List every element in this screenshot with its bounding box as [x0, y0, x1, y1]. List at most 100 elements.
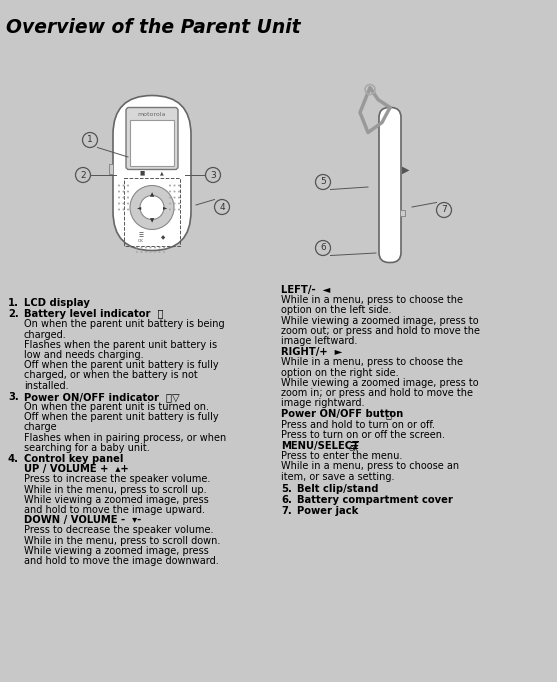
Circle shape: [315, 241, 330, 256]
Circle shape: [149, 251, 152, 253]
Circle shape: [136, 251, 138, 253]
Text: On when the parent unit is turned on.: On when the parent unit is turned on.: [24, 402, 209, 412]
Text: Press to increase the speaker volume.: Press to increase the speaker volume.: [24, 475, 211, 484]
Circle shape: [123, 209, 125, 211]
Circle shape: [140, 246, 143, 248]
Text: 4.: 4.: [8, 454, 19, 464]
Circle shape: [76, 168, 90, 183]
Circle shape: [173, 190, 175, 192]
Text: ▶: ▶: [402, 165, 409, 175]
Text: installed.: installed.: [24, 381, 69, 391]
Circle shape: [127, 196, 129, 198]
Text: 5.: 5.: [281, 484, 292, 494]
Text: option on the left side.: option on the left side.: [281, 306, 392, 315]
Text: Power ON/OFF button: Power ON/OFF button: [281, 409, 403, 419]
Circle shape: [82, 132, 97, 147]
Ellipse shape: [130, 186, 174, 230]
Text: LCD display: LCD display: [24, 298, 90, 308]
Text: While in a menu, press to choose an: While in a menu, press to choose an: [281, 462, 459, 471]
Text: 6: 6: [320, 243, 326, 252]
Text: charged, or when the battery is not: charged, or when the battery is not: [24, 370, 198, 381]
Text: 3: 3: [210, 170, 216, 179]
Text: ☰: ☰: [139, 233, 144, 238]
Circle shape: [118, 196, 120, 198]
Text: Off when the parent unit battery is fully: Off when the parent unit battery is full…: [24, 360, 219, 370]
Circle shape: [173, 185, 175, 186]
Circle shape: [178, 185, 180, 186]
Text: zoom in; or press and hold to move the: zoom in; or press and hold to move the: [281, 388, 473, 398]
Text: While viewing a zoomed image, press to: While viewing a zoomed image, press to: [281, 378, 478, 388]
Circle shape: [315, 175, 330, 190]
Circle shape: [140, 196, 164, 220]
Circle shape: [159, 251, 160, 253]
Text: While in the menu, press to scroll down.: While in the menu, press to scroll down.: [24, 535, 221, 546]
Circle shape: [178, 209, 180, 211]
Circle shape: [118, 190, 120, 192]
Text: Overview of the Parent Unit: Overview of the Parent Unit: [6, 18, 301, 37]
Circle shape: [127, 209, 129, 211]
Text: Off when the parent unit battery is fully: Off when the parent unit battery is full…: [24, 412, 219, 422]
FancyBboxPatch shape: [126, 108, 178, 170]
Circle shape: [118, 185, 120, 186]
Text: 5: 5: [320, 177, 326, 186]
Text: Battery level indicator  ⧳: Battery level indicator ⧳: [24, 309, 164, 319]
FancyBboxPatch shape: [379, 108, 401, 263]
Text: Flashes when in pairing process, or when: Flashes when in pairing process, or when: [24, 432, 226, 443]
Circle shape: [173, 209, 175, 211]
Text: Battery compartment cover: Battery compartment cover: [297, 495, 453, 505]
Text: Press and hold to turn on or off.: Press and hold to turn on or off.: [281, 419, 435, 430]
Text: 7.: 7.: [281, 506, 292, 516]
Bar: [109, 164, 113, 173]
Text: RIGHT/+  ►: RIGHT/+ ►: [281, 347, 343, 357]
Text: While in a menu, press to choose the: While in a menu, press to choose the: [281, 357, 463, 368]
Circle shape: [206, 168, 221, 183]
Circle shape: [169, 209, 171, 211]
Text: 1.: 1.: [8, 298, 19, 308]
Circle shape: [437, 203, 452, 218]
Circle shape: [136, 246, 138, 248]
Text: ▲: ▲: [150, 192, 154, 197]
Circle shape: [169, 190, 171, 192]
Bar: [130, 119, 174, 166]
Circle shape: [127, 185, 129, 186]
Text: image rightward.: image rightward.: [281, 398, 364, 409]
Text: ■: ■: [139, 170, 145, 175]
Text: charge: charge: [24, 422, 57, 432]
Text: low and needs charging.: low and needs charging.: [24, 350, 144, 360]
Circle shape: [145, 251, 147, 253]
Circle shape: [154, 251, 156, 253]
Circle shape: [173, 203, 175, 205]
Circle shape: [178, 196, 180, 198]
Circle shape: [123, 203, 125, 205]
Text: Belt clip/stand: Belt clip/stand: [297, 484, 379, 494]
Text: DOWN / VOLUME -  ▾-: DOWN / VOLUME - ▾-: [24, 515, 141, 525]
Circle shape: [123, 185, 125, 186]
Text: motorola: motorola: [138, 112, 166, 117]
Text: OK: OK: [349, 446, 359, 452]
Text: Press to turn on or off the screen.: Press to turn on or off the screen.: [281, 430, 445, 440]
Text: searching for a baby unit.: searching for a baby unit.: [24, 443, 150, 453]
Circle shape: [178, 190, 180, 192]
Bar: [400, 210, 405, 216]
Text: ▼: ▼: [150, 218, 154, 223]
Circle shape: [149, 246, 152, 248]
Text: LEFT/-  ◄: LEFT/- ◄: [281, 285, 330, 295]
Circle shape: [123, 196, 125, 198]
Text: Power ON/OFF indicator  ⏻▽: Power ON/OFF indicator ⏻▽: [24, 391, 180, 402]
Text: and hold to move the image upward.: and hold to move the image upward.: [24, 505, 205, 515]
Text: 7: 7: [441, 205, 447, 215]
Text: ☰: ☰: [349, 441, 358, 451]
Text: While in the menu, press to scroll up.: While in the menu, press to scroll up.: [24, 485, 207, 494]
Text: Control key panel: Control key panel: [24, 454, 123, 464]
Text: ◆: ◆: [161, 235, 165, 240]
Text: item, or save a setting.: item, or save a setting.: [281, 471, 394, 481]
Text: 2.: 2.: [8, 309, 19, 319]
Text: Flashes when the parent unit battery is: Flashes when the parent unit battery is: [24, 340, 217, 350]
Circle shape: [123, 190, 125, 192]
Circle shape: [169, 185, 171, 186]
Text: 2: 2: [80, 170, 86, 179]
Text: 1: 1: [87, 136, 93, 145]
Text: While in a menu, press to choose the: While in a menu, press to choose the: [281, 295, 463, 306]
Circle shape: [178, 203, 180, 205]
Circle shape: [145, 246, 147, 248]
